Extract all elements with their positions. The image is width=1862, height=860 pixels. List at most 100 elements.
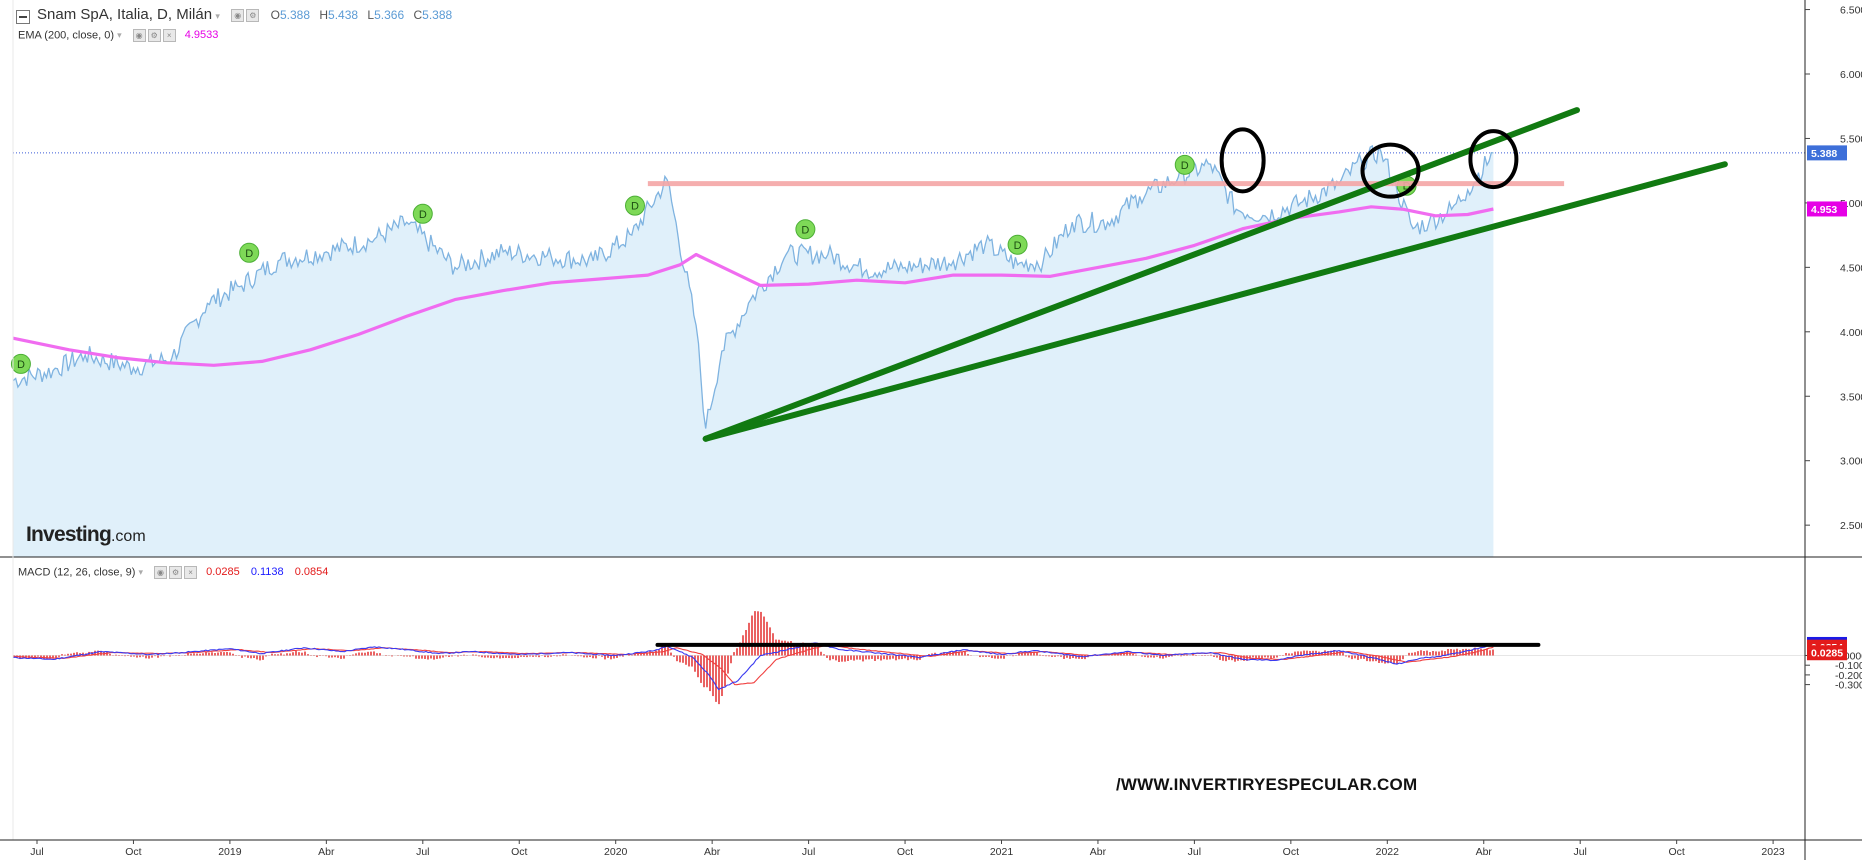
dividend-marker-label: D [17,359,25,371]
time-axis-label: 2022 [1376,846,1400,858]
price-axis-label: 2.500 [1840,520,1862,532]
dividend-marker-label: D [245,248,253,260]
chevron-down-icon[interactable]: ▾ [138,567,143,578]
trendline [702,161,1728,442]
annotation-layer: D D D D D D D D [10,107,1728,647]
price-line [12,144,1494,429]
price-area-layer [13,145,1494,557]
settings-icon[interactable]: ⚙ [147,29,161,42]
macd-axis-label: -0.3000 [1835,680,1862,692]
time-axis-label: Jul [416,846,429,858]
dividend-marker [239,242,260,263]
time-axis-label: Oct [897,846,913,858]
time-axis-label: 2020 [604,846,628,858]
ema-badge [1807,201,1847,217]
time-axis-label: 2023 [1761,846,1785,858]
visibility-icon[interactable]: ◉ [231,9,245,23]
ema-badge-label: 4.953 [1811,204,1837,216]
price-axis-label: 3.000 [1840,456,1862,468]
time-axis-label: Oct [1283,846,1299,858]
macd-legend: MACD (12, 26, close, 9) ▾ ◉ ⚙ × 0.0285 0.1… [18,566,328,579]
dividend-marker-label: D [1181,160,1189,172]
dividend-marker-label: D [1403,181,1411,193]
highlight-circle [1219,127,1266,194]
dividend-marker [795,219,816,240]
high-value: 5.438 [328,8,359,22]
dividend-marker [10,353,31,374]
macd-histogram-badge [1807,645,1847,661]
time-axis-label: Oct [125,846,141,858]
macd-histogram-value: 0.0285 [206,566,240,579]
price-series-layer [12,144,1494,429]
macd-axis-label: -0.2000 [1835,670,1862,682]
dividend-marker [1007,234,1028,255]
current-price-badge-label: 5.388 [1811,148,1837,160]
high-key: H [319,8,329,22]
dividend-marker-label: D [1014,240,1022,252]
time-axis-label: Jul [1188,846,1201,858]
time-axis-label: Jul [30,846,43,858]
brand-logo: Investing.com [26,523,146,547]
visibility-icon[interactable]: ◉ [132,29,146,42]
macd-label[interactable]: MACD (12, 26, close, 9) [18,566,136,579]
settings-icon[interactable]: ⚙ [169,566,183,579]
time-axis-label: Abr [1476,846,1493,858]
time-axis-label: Oct [511,846,527,858]
ema-label[interactable]: EMA (200, close, 0) [18,29,114,42]
visibility-icon[interactable]: ◉ [154,566,168,579]
symbol-legend: Snam SpA, Italia, D, Milán ▾ ◉ ⚙ O5.388 H… [37,6,452,23]
highlight-circle [1468,129,1519,190]
macd-signal-line [12,644,1494,686]
brand-name: Investing [26,523,112,546]
close-icon[interactable]: × [162,29,176,42]
close-value: 5.388 [422,8,453,22]
time-axis-label: 2019 [218,846,242,858]
dividend-marker [624,195,645,216]
price-axis-label: 3.500 [1840,391,1862,403]
low-key: L [367,8,375,22]
close-icon[interactable]: × [184,566,198,579]
price-axis-label: 6.500 [1840,5,1862,17]
macd-line-value: 0.1138 [250,566,284,579]
low-value: 5.366 [374,8,405,22]
chevron-down-icon[interactable]: ▾ [117,30,122,41]
time-axis-label: Oct [1668,846,1684,858]
website-watermark: /WWW.INVERTIRYESPECULAR.COM [1116,775,1418,794]
price-axis-label: 4.500 [1840,262,1862,274]
macd-histogram-badge-label: 0.0285 [1811,648,1843,660]
time-axis-label: Jul [1573,846,1586,858]
dividend-marker-label: D [631,201,639,213]
price-axis-label: 6.000 [1840,69,1862,81]
ema-legend: EMA (200, close, 0) ▾ ◉ ⚙ × 4.9533 [18,29,218,42]
symbol-label[interactable]: Snam SpA, Italia, D, Milán [37,6,213,23]
macd-signal-value: 0.0854 [294,566,329,579]
macd-line [13,642,1494,691]
ema-line [12,205,1494,367]
dividend-marker [412,203,433,224]
time-axis-label: 2021 [990,846,1014,858]
time-axis-label: Abr [318,846,335,858]
open-key: O [270,8,280,22]
trendline [702,107,1580,442]
time-axis-label: Abr [704,846,721,858]
macd-axis-label: -0.1000 [1835,660,1862,672]
dividend-marker-label: D [801,224,809,236]
price-area-fill [13,145,1494,557]
collapse-legend-icon[interactable] [16,10,30,24]
open-value: 5.388 [279,8,311,22]
brand-suffix: .com [110,528,146,545]
price-axis-label: 4.000 [1840,327,1862,339]
dividend-marker [1174,154,1195,175]
current-price-badge [1807,145,1847,161]
settings-icon[interactable]: ⚙ [246,9,260,23]
ema-value: 4.9533 [184,29,219,42]
highlight-circle [1360,142,1421,199]
time-axis-label: Jul [802,846,815,858]
chevron-down-icon[interactable]: ▾ [215,11,220,21]
price-axis-label: 5.500 [1840,133,1862,145]
dividend-marker-label: D [419,209,427,221]
close-key: C [413,8,423,22]
time-axis-label: Abr [1090,846,1107,858]
